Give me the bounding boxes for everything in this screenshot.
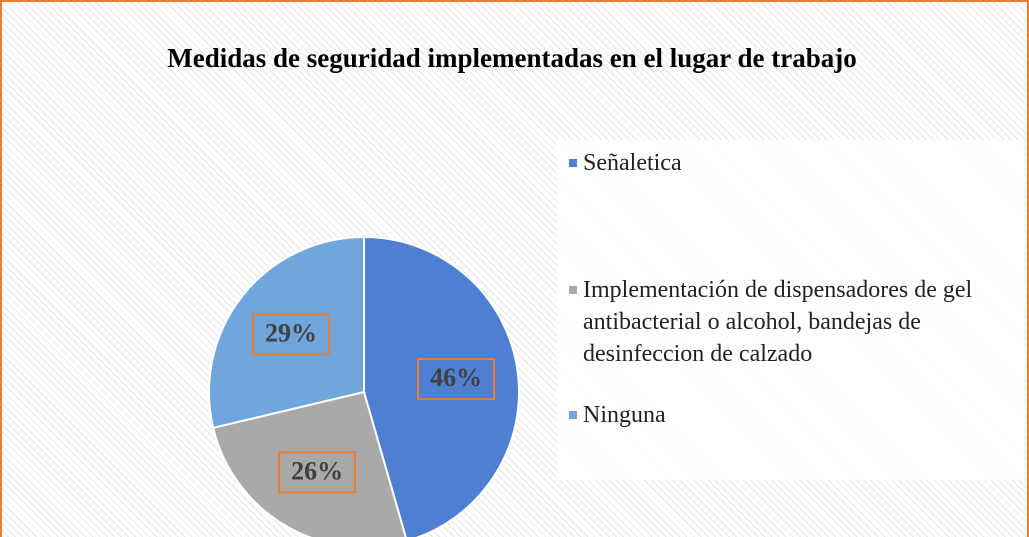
data-label: 26% xyxy=(291,456,343,485)
legend: Señaletica Implementación de dispensadore… xyxy=(557,140,1025,480)
legend-swatch xyxy=(569,159,577,167)
data-label-box xyxy=(252,313,331,356)
data-label-box xyxy=(278,451,357,494)
pie-slice xyxy=(211,390,407,537)
legend-label: Señaletica xyxy=(583,150,682,176)
legend-label: Ninguna xyxy=(583,402,666,428)
data-label: 29% xyxy=(265,318,317,347)
pie-slice xyxy=(208,235,365,430)
pie-slice xyxy=(363,235,520,537)
chart-title: Medidas de seguridad implementadas en el… xyxy=(167,43,857,73)
legend-item: Implementación de dispensadores de gel a… xyxy=(567,274,1017,370)
legend-swatch xyxy=(569,286,577,294)
legend-item: Ninguna xyxy=(567,399,1017,431)
legend-label: Implementación de dispensadores de gel a… xyxy=(583,277,973,367)
legend-item: Señaletica xyxy=(567,147,1017,179)
legend-swatch xyxy=(569,411,577,419)
data-label: 46% xyxy=(430,363,482,392)
data-label-box xyxy=(417,358,496,401)
